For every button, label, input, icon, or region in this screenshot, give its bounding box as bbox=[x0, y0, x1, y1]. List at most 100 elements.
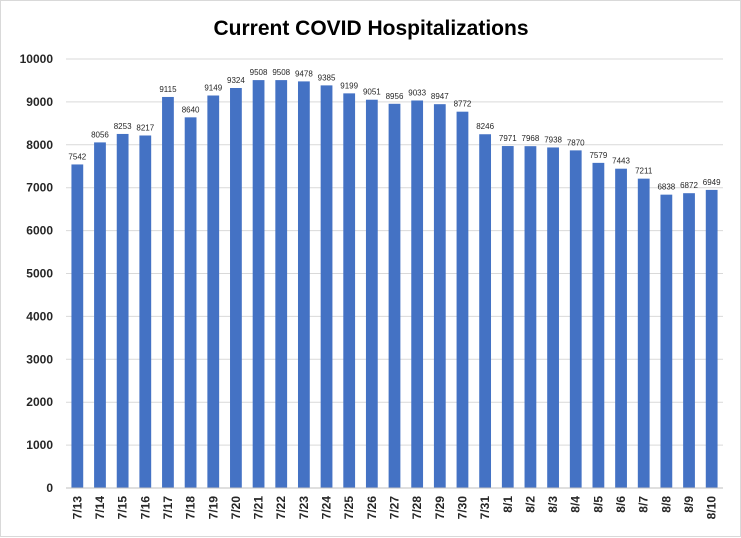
bar bbox=[411, 100, 424, 488]
data-label: 8640 bbox=[182, 105, 200, 114]
bar bbox=[184, 117, 197, 489]
x-tick-label: 7/16 bbox=[138, 496, 152, 520]
y-tick-label: 7000 bbox=[26, 181, 53, 195]
data-label: 9508 bbox=[250, 68, 268, 77]
x-tick-label: 7/30 bbox=[455, 496, 469, 520]
bar bbox=[116, 133, 129, 489]
y-axis-ticks: 0 1000 2000 3000 4000 5000 6000 7000 8000 9000 100… bbox=[20, 52, 54, 495]
x-tick-label: 8/4 bbox=[569, 496, 583, 513]
x-tick-label: 7/29 bbox=[433, 496, 447, 520]
bar bbox=[637, 178, 650, 488]
x-tick-label: 7/19 bbox=[206, 496, 220, 520]
x-tick-label: 7/21 bbox=[252, 496, 266, 520]
x-tick-label: 7/24 bbox=[320, 496, 334, 520]
bar bbox=[683, 193, 695, 488]
bar bbox=[501, 146, 514, 488]
bar bbox=[547, 147, 559, 489]
y-tick-label: 8000 bbox=[26, 138, 53, 152]
x-tick-label: 8/3 bbox=[546, 496, 560, 513]
bar bbox=[592, 162, 605, 488]
x-tick-label: 7/25 bbox=[342, 496, 356, 520]
bar bbox=[524, 146, 537, 489]
data-label: 9199 bbox=[340, 81, 358, 90]
x-tick-label: 7/28 bbox=[410, 496, 424, 520]
bar bbox=[162, 96, 174, 489]
data-label: 9324 bbox=[227, 76, 245, 85]
x-tick-label: 8/9 bbox=[682, 496, 696, 513]
x-tick-label: 7/31 bbox=[478, 496, 492, 520]
data-label: 8947 bbox=[431, 92, 449, 101]
data-label: 7938 bbox=[544, 135, 562, 144]
data-label: 7870 bbox=[567, 138, 585, 147]
x-tick-label: 7/20 bbox=[229, 496, 243, 520]
data-label: 8956 bbox=[386, 92, 404, 101]
data-label: 7443 bbox=[612, 157, 630, 166]
data-label: 7579 bbox=[589, 151, 607, 160]
x-tick-label: 7/26 bbox=[365, 496, 379, 520]
x-tick-label: 7/15 bbox=[116, 496, 130, 520]
bar bbox=[320, 85, 333, 489]
data-label: 9385 bbox=[318, 73, 336, 82]
bar bbox=[388, 103, 401, 488]
x-tick-label: 7/13 bbox=[70, 496, 84, 520]
bar bbox=[660, 194, 673, 489]
x-tick-label: 8/7 bbox=[637, 496, 651, 513]
x-tick-label: 8/5 bbox=[591, 496, 605, 513]
x-tick-label: 7/17 bbox=[161, 496, 175, 520]
bar bbox=[705, 189, 718, 489]
y-tick-label: 0 bbox=[46, 481, 53, 495]
data-label: 7211 bbox=[635, 167, 653, 176]
y-tick-label: 6000 bbox=[26, 224, 53, 238]
data-labels: 7542 8056 8253 8217 9115 8640 9149 9324 9508 9508… bbox=[68, 68, 721, 192]
data-label: 9478 bbox=[295, 69, 313, 78]
bar bbox=[275, 80, 288, 488]
data-label: 8056 bbox=[91, 130, 109, 139]
bars bbox=[71, 80, 718, 489]
x-tick-label: 8/2 bbox=[523, 496, 537, 513]
data-label: 7968 bbox=[522, 134, 540, 143]
x-tick-label: 7/23 bbox=[297, 496, 311, 520]
bar bbox=[94, 142, 106, 489]
data-label: 8772 bbox=[454, 100, 472, 109]
x-axis-ticks: 7/13 7/14 7/15 7/16 7/17 7/18 7/19 7/20 7/21 7/22… bbox=[70, 496, 718, 520]
chart-title: Current COVID Hospitalizations bbox=[213, 17, 528, 40]
data-label: 6872 bbox=[680, 181, 698, 190]
x-tick-label: 7/18 bbox=[184, 496, 198, 520]
y-tick-label: 2000 bbox=[26, 395, 53, 409]
y-tick-label: 1000 bbox=[26, 438, 53, 452]
data-label: 9033 bbox=[408, 88, 426, 97]
x-tick-label: 7/22 bbox=[274, 496, 288, 520]
x-tick-label: 7/27 bbox=[388, 496, 402, 520]
x-tick-label: 8/1 bbox=[501, 496, 515, 513]
y-tick-label: 9000 bbox=[26, 95, 53, 109]
bar bbox=[71, 164, 84, 489]
data-label: 9115 bbox=[159, 85, 177, 94]
bar bbox=[343, 93, 356, 488]
data-label: 9051 bbox=[363, 88, 381, 97]
bar bbox=[297, 81, 310, 488]
y-tick-label: 5000 bbox=[26, 267, 53, 281]
y-tick-label: 10000 bbox=[20, 52, 54, 66]
bar bbox=[365, 99, 378, 488]
bar bbox=[207, 95, 220, 488]
x-tick-label: 8/6 bbox=[614, 496, 628, 513]
bar bbox=[433, 104, 446, 488]
data-label: 9149 bbox=[204, 84, 222, 93]
data-label: 6949 bbox=[703, 178, 721, 187]
x-tick-label: 8/10 bbox=[705, 496, 719, 520]
data-label: 8253 bbox=[114, 122, 132, 131]
data-label: 7971 bbox=[499, 134, 517, 143]
bar bbox=[615, 168, 627, 488]
bar bbox=[139, 135, 152, 488]
bar bbox=[569, 150, 582, 488]
data-label: 6838 bbox=[657, 183, 675, 192]
data-label: 9508 bbox=[272, 68, 290, 77]
y-tick-label: 3000 bbox=[26, 352, 53, 366]
y-tick-label: 4000 bbox=[26, 309, 53, 323]
bar bbox=[456, 111, 469, 488]
data-label: 8246 bbox=[476, 122, 494, 131]
bar bbox=[230, 88, 242, 488]
bar bbox=[252, 80, 265, 488]
